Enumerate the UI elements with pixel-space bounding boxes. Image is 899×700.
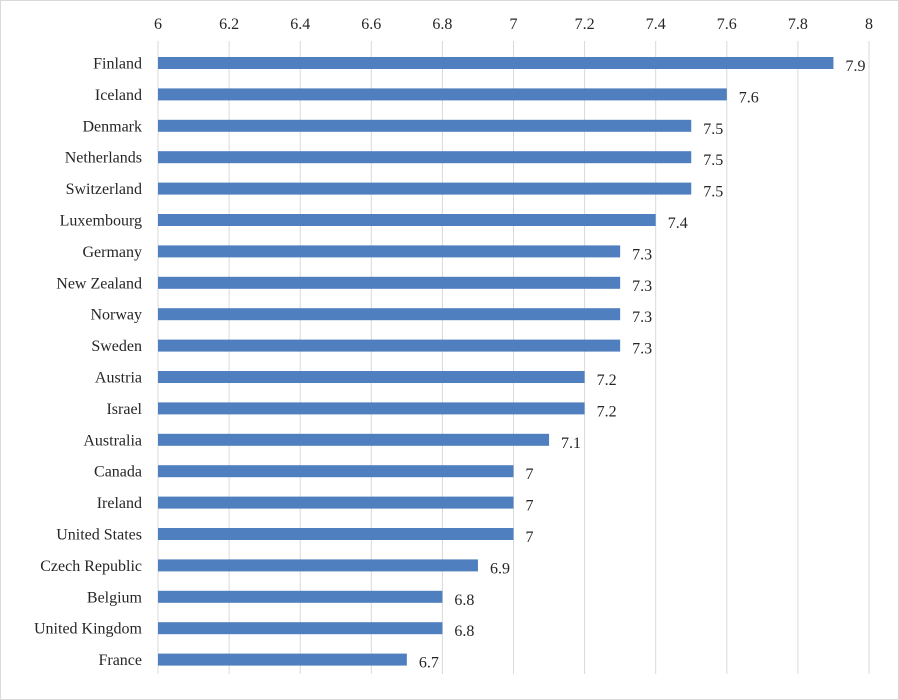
category-label: Switzerland <box>66 181 142 198</box>
bar <box>158 276 621 289</box>
data-label: 7.6 <box>739 89 759 106</box>
x-tick-label: 7.2 <box>575 16 595 33</box>
data-label: 6.8 <box>454 623 474 640</box>
data-label: 7.3 <box>632 246 652 263</box>
data-label: 7 <box>526 529 534 546</box>
x-tick-label: 6.2 <box>219 16 239 33</box>
bar <box>158 402 585 415</box>
bar <box>158 119 692 132</box>
data-label: 7.3 <box>632 341 652 358</box>
data-label: 7.1 <box>561 435 581 452</box>
data-label: 7.2 <box>597 372 617 389</box>
category-label: Norway <box>90 307 142 324</box>
category-label: Austria <box>95 370 142 387</box>
bar <box>158 496 514 509</box>
data-label: 6.7 <box>419 655 439 672</box>
x-tick-label: 7.4 <box>646 16 666 33</box>
bar <box>158 88 727 101</box>
bar <box>158 339 621 352</box>
category-label: France <box>98 652 142 669</box>
bar <box>158 214 656 226</box>
bar <box>158 57 834 69</box>
bar <box>158 433 550 446</box>
bar <box>158 653 407 666</box>
category-label: Canada <box>94 464 142 481</box>
data-label: 7.5 <box>703 184 723 201</box>
category-label: Sweden <box>91 338 142 355</box>
data-label: 7.9 <box>845 58 865 75</box>
x-tick-label: 7.8 <box>788 16 808 33</box>
bar <box>158 590 443 603</box>
category-label: Ireland <box>97 495 142 512</box>
data-label: 7.2 <box>597 403 617 420</box>
bar <box>158 528 514 540</box>
bar <box>158 465 514 478</box>
category-label: Germany <box>82 244 142 261</box>
bar <box>158 151 692 164</box>
x-tick-label: 6.6 <box>361 16 381 33</box>
category-label: Belgium <box>87 589 143 606</box>
category-label: Denmark <box>82 118 142 135</box>
category-label: New Zealand <box>56 275 142 292</box>
data-label: 7.4 <box>668 215 688 232</box>
category-label: Czech Republic <box>40 558 142 575</box>
x-tick-label: 6.4 <box>290 16 310 33</box>
x-tick-label: 6 <box>154 16 162 33</box>
x-tick-label: 7 <box>510 16 518 33</box>
category-label: Finland <box>93 56 142 73</box>
category-label: Australia <box>83 432 142 449</box>
category-label: United Kingdom <box>34 621 143 638</box>
bar <box>158 182 692 195</box>
data-label: 7 <box>526 498 534 515</box>
data-label: 7.5 <box>703 121 723 138</box>
x-tick-label: 8 <box>865 16 873 33</box>
bar <box>158 371 585 383</box>
data-label: 7.3 <box>632 309 652 326</box>
data-label: 7 <box>526 466 534 483</box>
data-label: 6.8 <box>454 592 474 609</box>
category-label: Israel <box>106 401 142 418</box>
bar <box>158 622 443 635</box>
category-label: United States <box>56 527 142 544</box>
category-label: Netherlands <box>65 150 142 167</box>
bar <box>158 559 478 572</box>
bar <box>158 308 621 321</box>
data-label: 7.3 <box>632 278 652 295</box>
category-label: Luxembourg <box>60 213 142 230</box>
data-label: 7.5 <box>703 152 723 169</box>
category-label: Iceland <box>95 87 142 104</box>
bar <box>158 245 621 258</box>
data-label: 6.9 <box>490 560 510 577</box>
x-tick-label: 6.8 <box>432 16 452 33</box>
x-tick-label: 7.6 <box>717 16 737 33</box>
